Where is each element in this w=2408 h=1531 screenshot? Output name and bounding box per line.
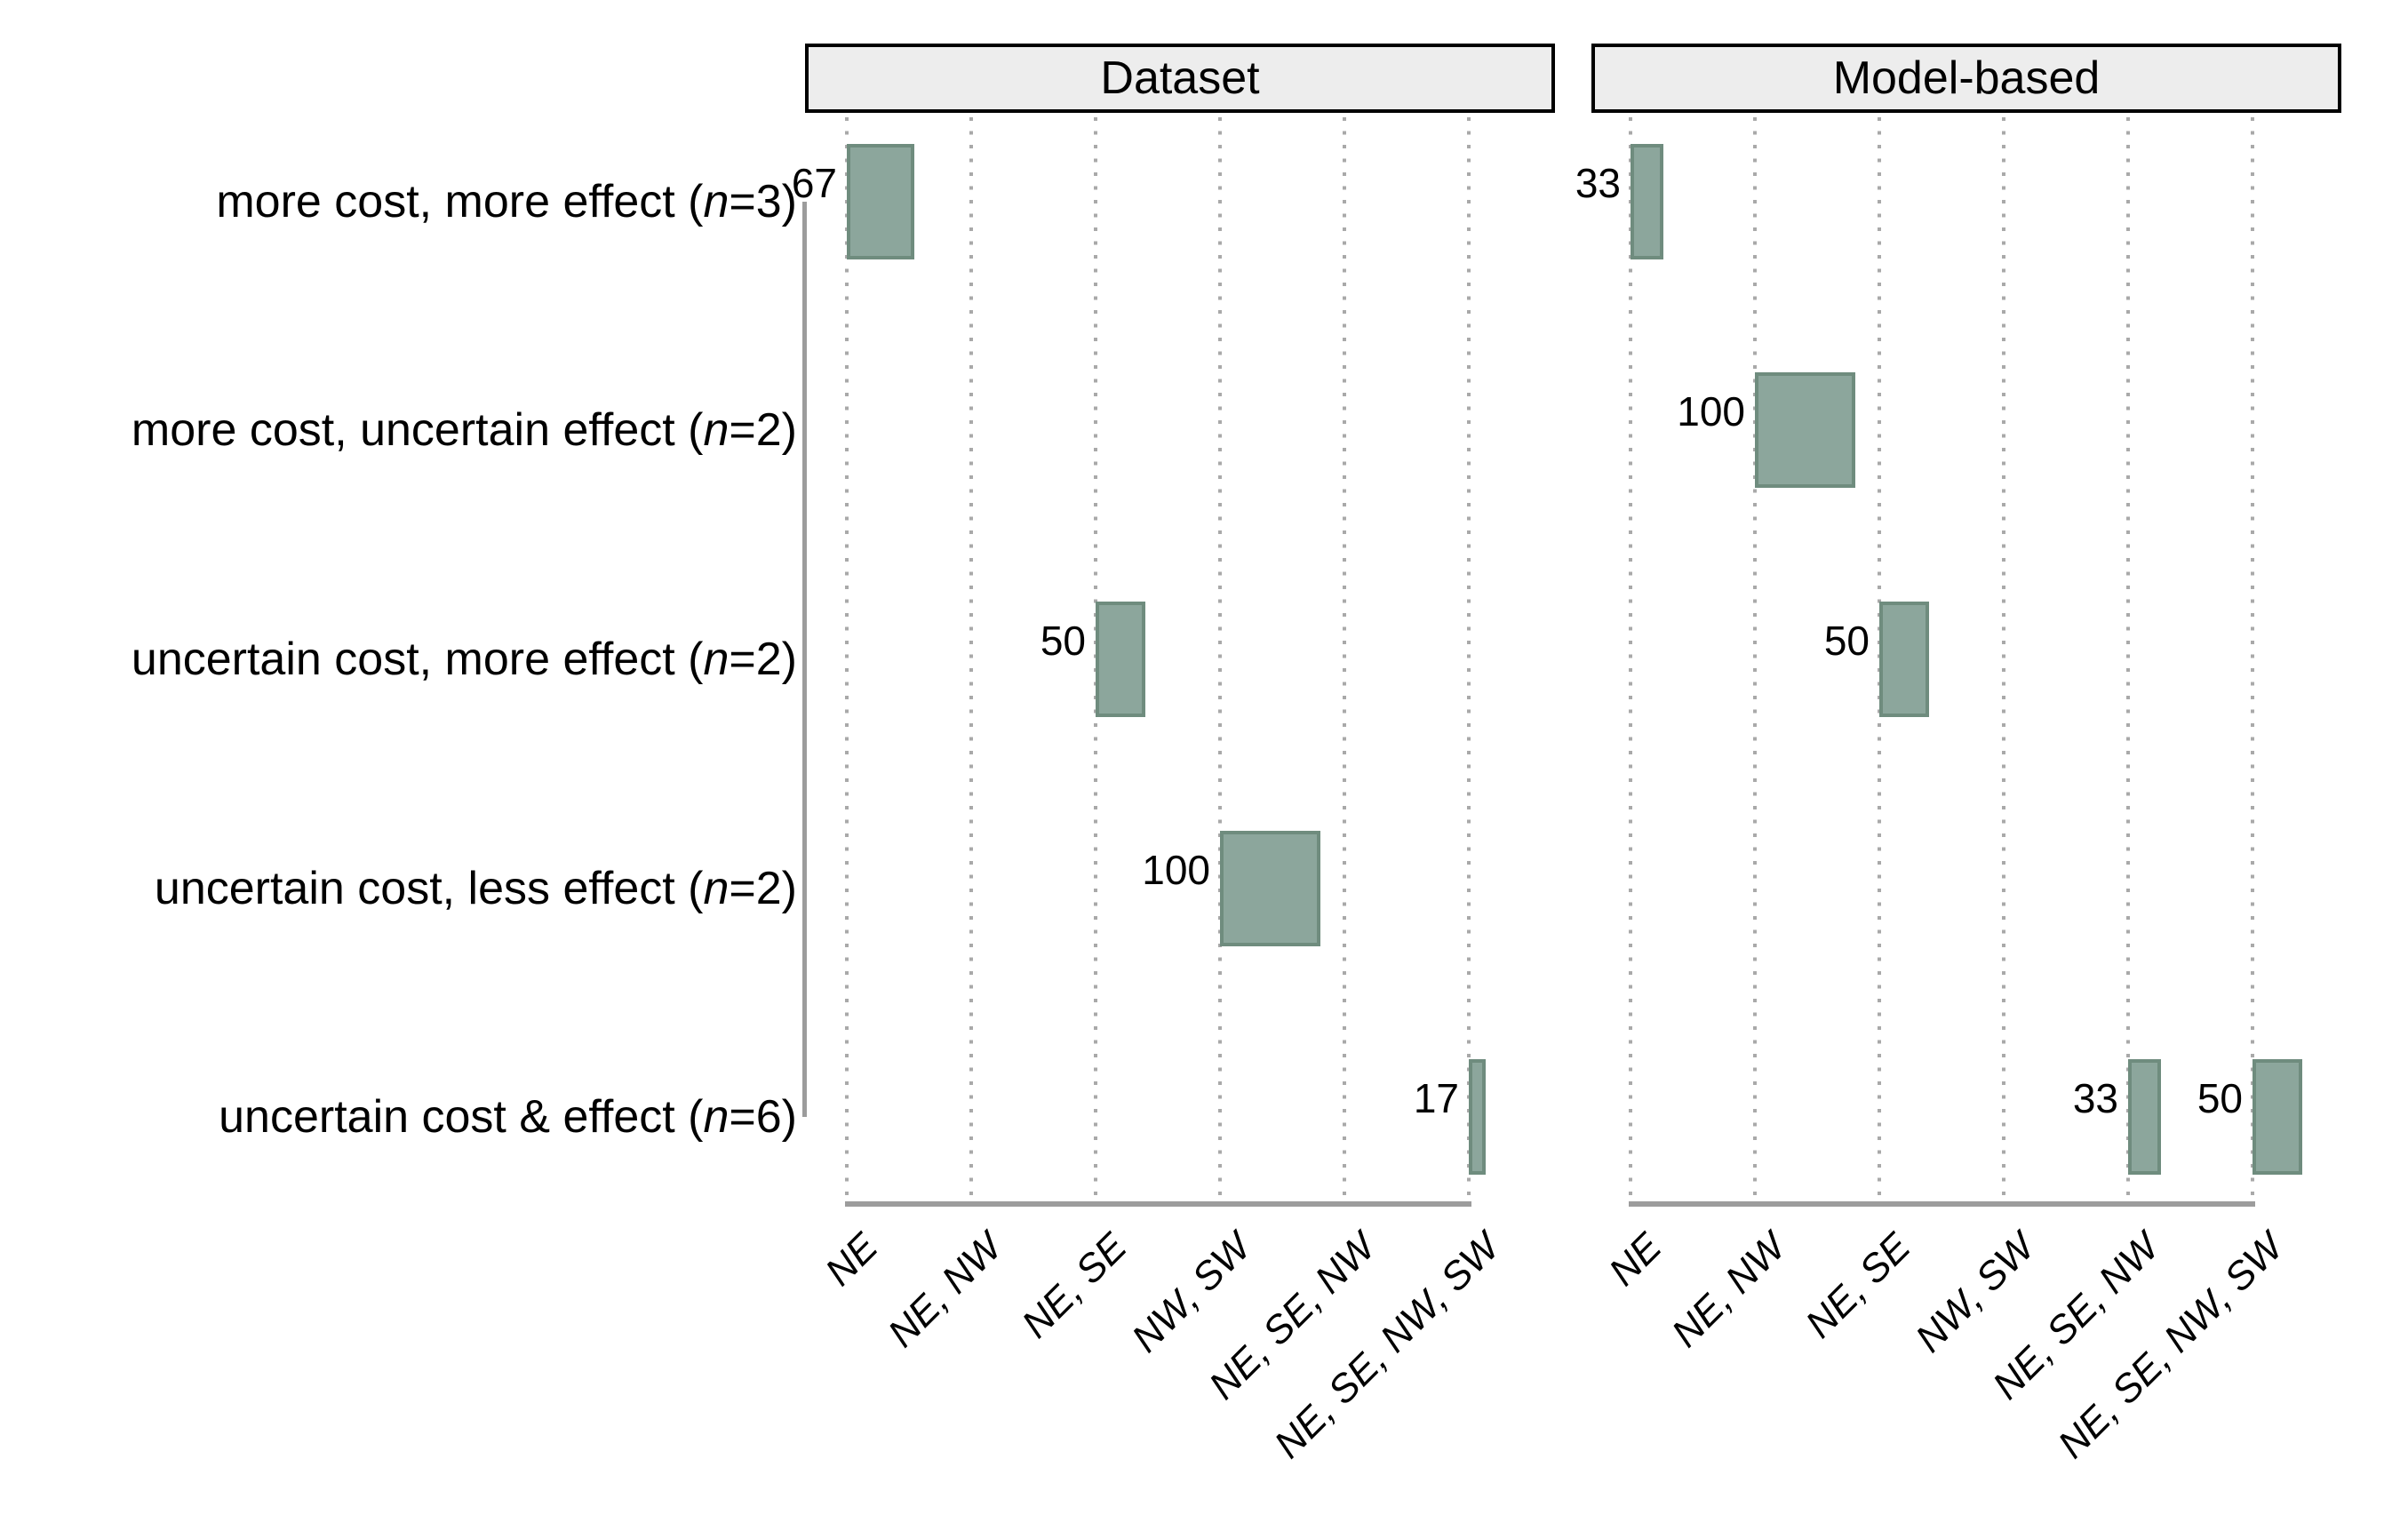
y-axis-line <box>802 202 807 1117</box>
bar-value-label: 17 <box>1413 1075 1459 1121</box>
row-label-nvar: n <box>703 404 730 456</box>
bar-value-label: 33 <box>2072 1075 2118 1121</box>
bar <box>2253 1059 2302 1175</box>
row-label-pre: more cost, more effect ( <box>216 176 704 227</box>
panel-header-dataset: Dataset <box>805 44 1555 113</box>
x-tick-label: NE, SE, NW, SW <box>2050 1224 2292 1467</box>
gridline <box>1218 117 1222 1201</box>
x-tick-label: NE, NW <box>1663 1224 1795 1356</box>
gridline <box>2126 117 2130 1201</box>
row-label-pre: uncertain cost & effect ( <box>219 1091 704 1143</box>
x-tick-label: NE <box>817 1224 887 1295</box>
bar <box>1755 372 1855 488</box>
bar-value-label: 33 <box>1575 160 1621 206</box>
gridline <box>1343 117 1346 1201</box>
gridline <box>1629 117 1632 1201</box>
panel-title: Model-based <box>1832 52 2101 104</box>
row-label-post: =3) <box>729 176 797 227</box>
gridline <box>845 117 849 1201</box>
row-label-nvar: n <box>703 176 730 227</box>
row-label-nvar: n <box>703 634 730 685</box>
row-label: uncertain cost, more effect (n=2) <box>0 631 797 688</box>
row-label-nvar: n <box>703 863 730 914</box>
bar-value-label: 50 <box>1823 618 1870 664</box>
row-label-post: =2) <box>729 634 797 685</box>
row-label-post: =2) <box>729 404 797 456</box>
bar-value-label: 100 <box>1677 388 1745 435</box>
x-tick-label: NE, SE <box>1013 1224 1136 1347</box>
row-label: more cost, more effect (n=3) <box>0 173 797 230</box>
bar <box>1220 831 1320 946</box>
x-tick-label: NE, SE, NW, SW <box>1266 1224 1509 1467</box>
row-label: uncertain cost, less effect (n=2) <box>0 860 797 917</box>
row-label-nvar: n <box>703 1091 730 1143</box>
bar <box>1631 144 1663 259</box>
bar-value-label: 50 <box>2197 1075 2243 1121</box>
bar <box>847 144 914 259</box>
panel-title: Dataset <box>1100 52 1260 104</box>
bar <box>2128 1059 2161 1175</box>
gridline <box>1753 117 1757 1201</box>
bar <box>1096 602 1145 717</box>
bar <box>1879 602 1929 717</box>
gridline <box>1467 117 1471 1201</box>
bar-value-label: 100 <box>1142 847 1210 893</box>
gridline <box>2251 117 2254 1201</box>
x-axis-line <box>1629 1201 2255 1207</box>
row-label: uncertain cost & effect (n=6) <box>0 1088 797 1145</box>
row-label: more cost, uncertain effect (n=2) <box>0 402 797 459</box>
row-label-pre: more cost, uncertain effect ( <box>131 404 704 456</box>
panel-header-model-based: Model-based <box>1591 44 2341 113</box>
x-axis-line <box>845 1201 1471 1207</box>
row-label-pre: uncertain cost, more effect ( <box>131 634 704 685</box>
gridline <box>969 117 973 1201</box>
row-label-pre: uncertain cost, less effect ( <box>154 863 704 914</box>
gridline <box>2002 117 2005 1201</box>
x-tick-label: NE <box>1600 1224 1670 1295</box>
x-tick-label: NE, NW <box>880 1224 1011 1356</box>
bar-value-label: 50 <box>1040 618 1086 664</box>
bar <box>1469 1059 1486 1175</box>
bar-value-label: 67 <box>791 160 837 206</box>
row-label-post: =2) <box>729 863 797 914</box>
x-tick-label: NE, SE <box>1797 1224 1919 1347</box>
row-label-post: =6) <box>729 1091 797 1143</box>
